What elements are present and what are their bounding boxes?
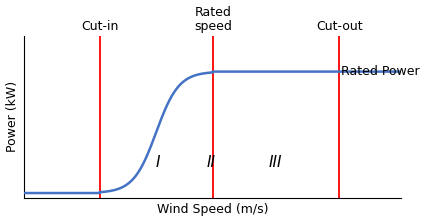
Text: Cut-out: Cut-out — [316, 20, 362, 33]
X-axis label: Wind Speed (m/s): Wind Speed (m/s) — [157, 203, 269, 216]
Text: III: III — [268, 155, 282, 170]
Text: II: II — [206, 155, 216, 170]
Text: Rated
speed: Rated speed — [194, 6, 232, 33]
Text: I: I — [156, 155, 160, 170]
Text: Cut-in: Cut-in — [81, 20, 118, 33]
Text: Rated Power: Rated Power — [341, 65, 419, 78]
Y-axis label: Power (kW): Power (kW) — [6, 81, 19, 153]
